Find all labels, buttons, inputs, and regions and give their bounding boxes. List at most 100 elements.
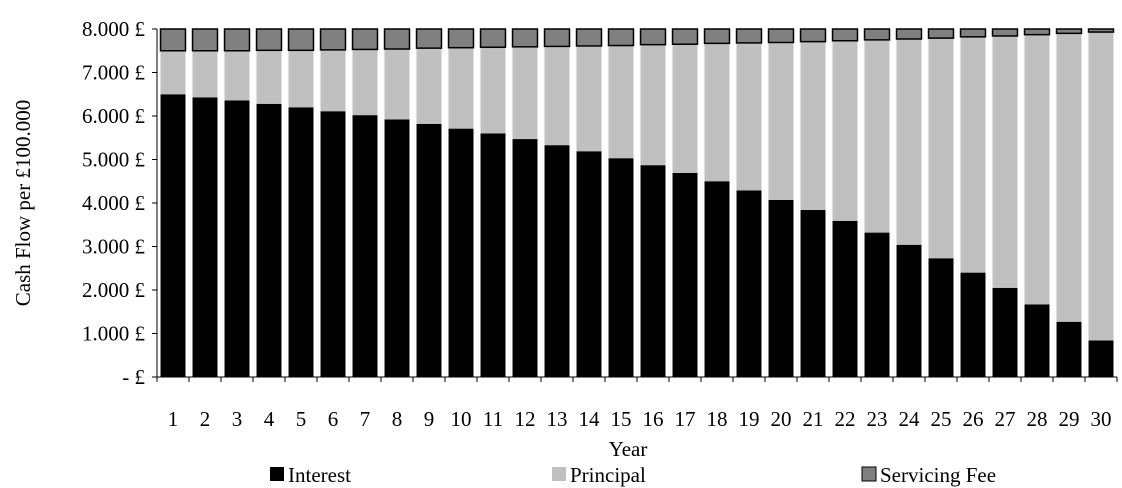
x-tick-label: 17 (675, 407, 696, 431)
bar-segment-servicing-fee (831, 28, 859, 42)
bar-segment-interest (1088, 340, 1114, 377)
bar-segment-interest (384, 119, 410, 377)
x-tick-label: 8 (392, 407, 403, 431)
legend-label: Principal (570, 463, 646, 487)
bar-segment-principal (896, 39, 922, 245)
x-tick-label: 3 (232, 407, 243, 431)
x-tick-label: 26 (963, 407, 984, 431)
bar-segment-interest (576, 151, 602, 377)
bar-segment-interest (800, 209, 826, 377)
bar-segment-principal (192, 50, 218, 98)
bar-segment-servicing-fee (511, 28, 539, 48)
bar-segment-servicing-fee (223, 28, 251, 52)
bar-segment-servicing-fee (639, 28, 667, 46)
x-tick-label: 22 (835, 407, 856, 431)
bar-segment-principal (384, 49, 410, 120)
bar-segment-principal (544, 46, 570, 146)
bar-segment-servicing-fee (351, 28, 379, 51)
bar-segment-interest (256, 103, 282, 377)
bar-segment-servicing-fee (863, 28, 891, 41)
y-tick-label: 6.000 £ (82, 104, 145, 128)
bar-segment-principal (992, 35, 1018, 288)
x-axis-title: Year (609, 437, 648, 461)
bar-segment-servicing-fee (991, 28, 1019, 37)
y-tick-label: 4.000 £ (82, 191, 145, 215)
legend: Interest Principal Servicing Fee (270, 463, 996, 487)
bar-segment-interest (832, 220, 858, 377)
bar-segment-principal (320, 49, 346, 112)
x-tick-label: 7 (360, 407, 371, 431)
bar-segment-interest (512, 139, 538, 377)
bar-segment-principal (576, 45, 602, 152)
y-tick-label: 2.000 £ (82, 278, 145, 302)
bars (159, 28, 1115, 378)
bar-segment-principal (416, 48, 442, 124)
x-tick-label: 2 (200, 407, 211, 431)
bar-segment-servicing-fee (191, 28, 219, 52)
x-tick-label: 6 (328, 407, 339, 431)
bar-segment-principal (1056, 33, 1082, 322)
bar-segment-principal (480, 47, 506, 134)
x-tick-label: 19 (739, 407, 760, 431)
x-tick-label: 23 (867, 407, 888, 431)
x-tick-label: 28 (1027, 407, 1048, 431)
x-tick-label: 12 (515, 407, 536, 431)
y-tick-label: 5.000 £ (82, 148, 145, 172)
bar-segment-servicing-fee (287, 28, 315, 52)
bar-segment-principal (768, 42, 794, 200)
bar-segment-principal (448, 47, 474, 129)
x-tick-label: 30 (1091, 407, 1112, 431)
y-axis-ticks: - £ 1.000 £ 2.000 £ 3.000 £ 4.000 £ 5.000 £ 6.… (82, 17, 157, 389)
bar-segment-servicing-fee (927, 28, 955, 39)
bar-segment-interest (192, 97, 218, 378)
x-tick-label: 14 (579, 407, 601, 431)
bar-segment-interest (1056, 321, 1082, 377)
bar-segment-interest (960, 272, 986, 377)
x-tick-label: 11 (483, 407, 503, 431)
bar-segment-principal (224, 50, 250, 101)
bar-segment-servicing-fee (415, 28, 443, 49)
x-tick-label: 10 (451, 407, 472, 431)
bar-segment-servicing-fee (767, 28, 795, 44)
x-tick-label: 4 (264, 407, 275, 431)
bar-segment-servicing-fee (543, 28, 571, 48)
x-tick-label: 20 (771, 407, 792, 431)
bar-segment-servicing-fee (255, 28, 283, 52)
bar-segment-interest (736, 190, 762, 377)
bar-segment-interest (864, 232, 890, 377)
bar-segment-servicing-fee (703, 28, 731, 45)
y-tick-label: 8.000 £ (82, 17, 145, 41)
x-tick-label: 21 (803, 407, 824, 431)
bar-segment-principal (512, 46, 538, 140)
legend-label: Interest (288, 463, 351, 487)
bar-segment-principal (640, 44, 666, 166)
bar-segment-servicing-fee (159, 28, 187, 52)
bar-segment-interest (1024, 304, 1050, 377)
bar-segment-interest (608, 158, 634, 377)
bar-segment-principal (1024, 34, 1050, 305)
bar-segment-interest (480, 133, 506, 377)
bar-segment-interest (288, 107, 314, 378)
bar-segment-principal (160, 50, 186, 95)
x-tick-label: 5 (296, 407, 307, 431)
bar-segment-principal (960, 36, 986, 273)
bar-segment-interest (224, 100, 250, 377)
legend-swatch (270, 467, 284, 481)
bar-segment-principal (928, 38, 954, 259)
bar-segment-principal (736, 42, 762, 191)
x-tick-label: 15 (611, 407, 632, 431)
bar-segment-servicing-fee (575, 28, 603, 47)
y-tick-label: - £ (122, 365, 145, 389)
bar-segment-interest (896, 244, 922, 377)
bar-segment-principal (1088, 32, 1114, 341)
bar-segment-interest (768, 199, 794, 377)
bar-segment-servicing-fee (895, 28, 923, 40)
bar-segment-interest (160, 94, 186, 377)
x-tick-label: 1 (168, 407, 179, 431)
bar-segment-servicing-fee (447, 28, 475, 49)
bar-segment-principal (832, 40, 858, 221)
bar-segment-interest (992, 287, 1018, 377)
y-tick-label: 7.000 £ (82, 61, 145, 85)
bar-segment-principal (704, 43, 730, 182)
